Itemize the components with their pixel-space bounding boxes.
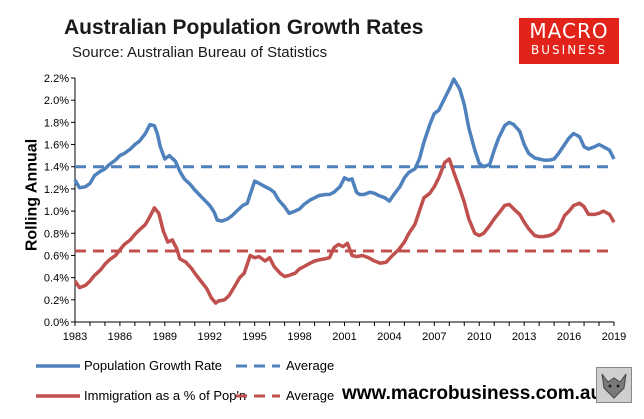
y-tick-label: 0.2% bbox=[44, 295, 69, 307]
footer-url: www.macrobusiness.com.au bbox=[342, 383, 603, 404]
legend-swatch-population bbox=[36, 364, 80, 368]
y-tick-label: 1.2% bbox=[44, 184, 69, 196]
x-tick-label: 2016 bbox=[557, 331, 581, 343]
x-tick-label: 2004 bbox=[377, 331, 401, 343]
y-tick-label: 1.4% bbox=[44, 162, 69, 174]
legend-label-population: Population Growth Rate bbox=[84, 358, 223, 373]
series-immigration bbox=[73, 157, 616, 305]
macrobusiness-logo: MACRO BUSINESS bbox=[519, 18, 619, 64]
x-tick-label: 1986 bbox=[108, 331, 132, 343]
legend-label-average-red: Average bbox=[286, 388, 335, 403]
series-population-growth bbox=[73, 77, 616, 223]
legend-label-immigration: Immigration as a % of Pop'n bbox=[84, 388, 247, 403]
y-tick-label: 1.8% bbox=[44, 117, 69, 129]
x-tick-label: 1998 bbox=[287, 331, 311, 343]
x-tick-label: 1989 bbox=[153, 331, 177, 343]
y-tick-label: 0.8% bbox=[44, 228, 69, 240]
x-tick-label: 1983 bbox=[63, 331, 87, 343]
y-tick-label: 0.4% bbox=[44, 273, 69, 285]
x-tick-label: 2019 bbox=[602, 331, 626, 343]
wolf-logo-image bbox=[596, 367, 632, 403]
chart-title: Australian Population Growth Rates bbox=[64, 16, 424, 39]
y-tick-label: 0.0% bbox=[44, 317, 69, 329]
x-tick-label: 2001 bbox=[332, 331, 356, 343]
x-tick-label: 2013 bbox=[512, 331, 536, 343]
y-tick-label: 2.2% bbox=[44, 73, 69, 85]
logo-line-2: BUSINESS bbox=[531, 43, 607, 57]
x-tick-label: 2007 bbox=[422, 331, 446, 343]
x-tick-label: 1992 bbox=[198, 331, 222, 343]
y-tick-label: 2.0% bbox=[44, 95, 69, 107]
y-tick-label: 0.6% bbox=[44, 250, 69, 262]
y-tick-label: 1.6% bbox=[44, 140, 69, 152]
x-tick-label: 2010 bbox=[467, 331, 491, 343]
chart-subtitle: Source: Australian Bureau of Statistics bbox=[72, 44, 328, 61]
legend-swatch-immigration bbox=[36, 394, 80, 398]
x-tick-label: 1995 bbox=[242, 331, 266, 343]
legend-swatch-average-red bbox=[236, 394, 280, 398]
y-tick-label: 1.0% bbox=[44, 206, 69, 218]
logo-line-1: MACRO bbox=[529, 19, 609, 43]
legend-label-average-blue: Average bbox=[286, 358, 335, 373]
legend-swatch-average-blue bbox=[236, 364, 280, 368]
